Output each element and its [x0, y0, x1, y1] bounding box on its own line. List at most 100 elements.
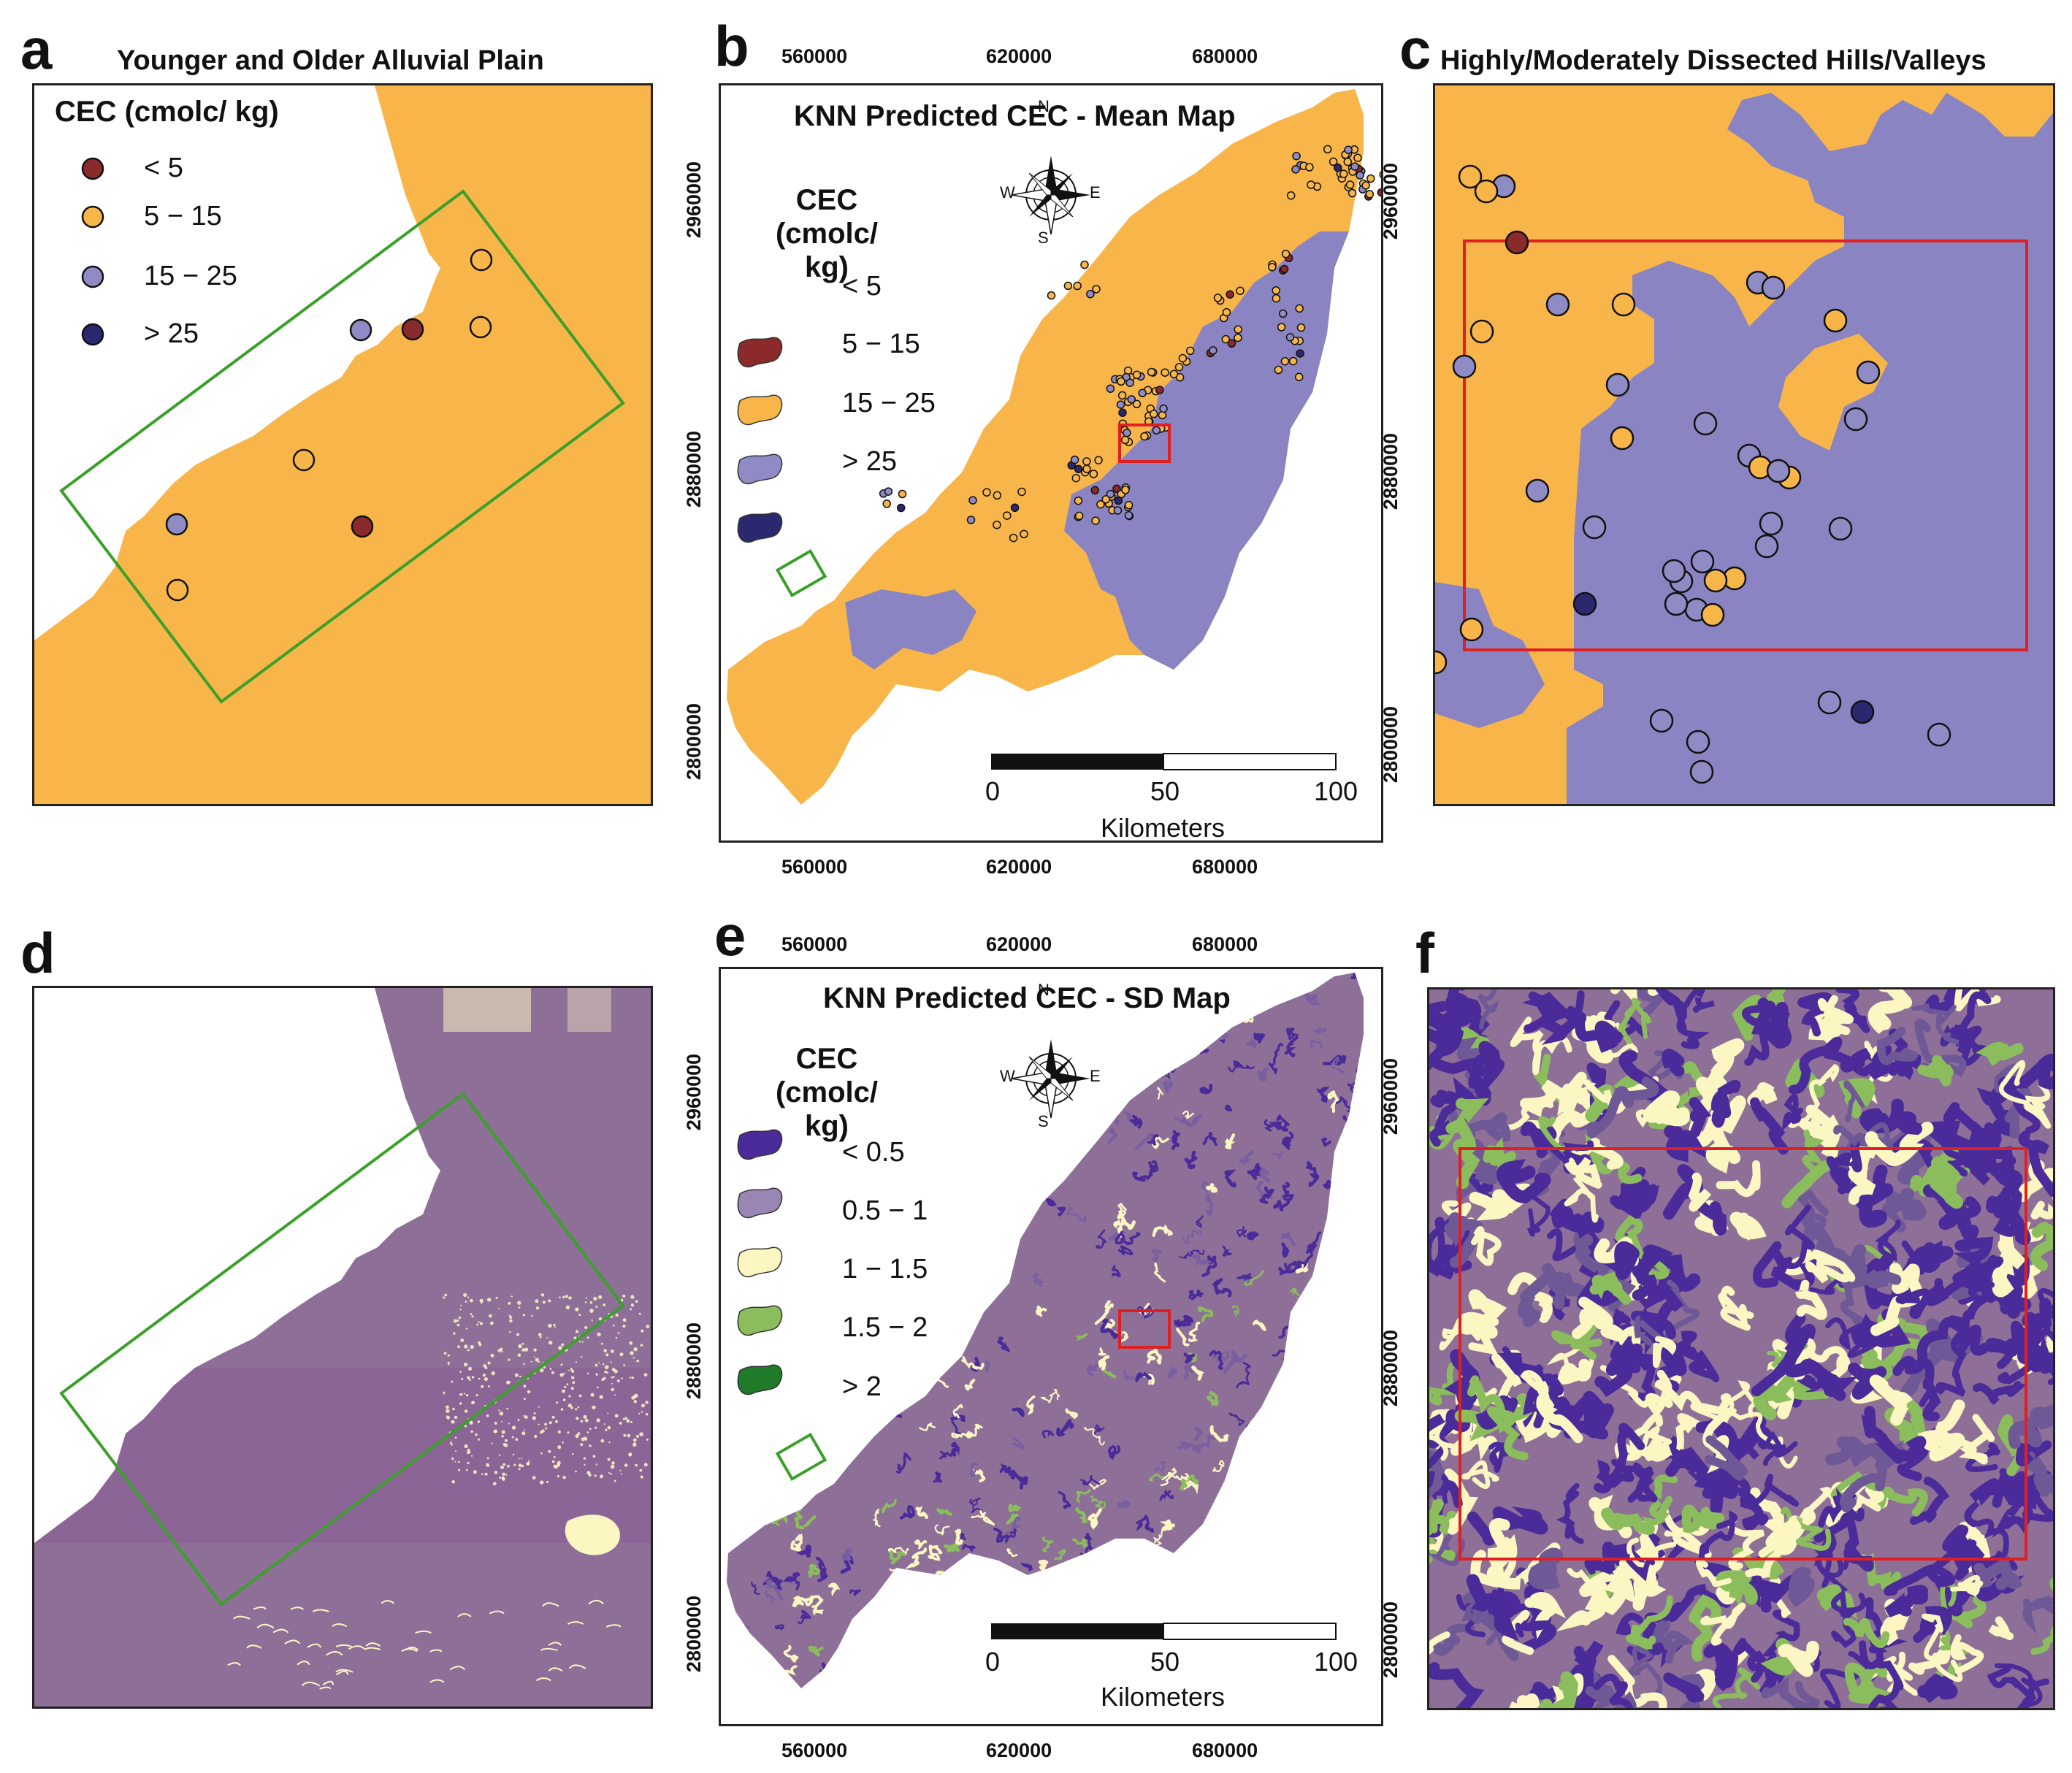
tile-edge-patch	[567, 988, 611, 1032]
sample-point	[1817, 690, 1842, 715]
sample-point	[1020, 529, 1028, 539]
y-tick-left: 2880000	[683, 430, 706, 508]
sd-texture	[1830, 1590, 1867, 1648]
speckle	[638, 1312, 641, 1315]
speckle	[548, 1323, 552, 1328]
sd-texture	[1010, 1186, 1020, 1198]
sample-point	[1339, 169, 1348, 178]
speckle	[553, 1324, 556, 1327]
sd-texture	[979, 1677, 987, 1688]
speckle	[444, 1293, 448, 1297]
sd-texture	[731, 1466, 740, 1484]
sd-texture	[2017, 1330, 2053, 1377]
sd-texture	[1973, 1381, 2029, 1406]
x-tick-top: 680000	[1192, 45, 1258, 67]
speckle	[491, 1442, 494, 1444]
sd-texture	[1331, 1210, 1343, 1222]
sd-texture	[1072, 1538, 1088, 1548]
speckle	[478, 1377, 481, 1380]
sample-point	[1155, 386, 1164, 394]
sd-texture	[1564, 1157, 1599, 1223]
sample-point	[1294, 372, 1304, 382]
sd-texture	[1683, 989, 1715, 1013]
legend-blob-1.5-2	[737, 1305, 783, 1336]
y-tick-left: 2880000	[1380, 432, 1402, 510]
sd-texture	[936, 1569, 948, 1593]
speckle	[489, 1610, 505, 1615]
sample-point	[966, 516, 976, 524]
sd-texture	[749, 1449, 760, 1460]
sd-texture	[1795, 1279, 1827, 1320]
scalebar-tick-100: 100	[1314, 776, 1358, 806]
sd-texture	[874, 1634, 885, 1650]
sd-texture	[941, 1235, 957, 1255]
speckle	[603, 1423, 605, 1425]
sd-texture	[955, 969, 978, 970]
sd-texture	[1875, 1219, 1901, 1262]
speckle	[605, 1365, 609, 1370]
speckle	[607, 1425, 611, 1430]
speckle	[508, 1358, 511, 1361]
sd-texture	[1859, 1349, 1893, 1382]
speckle	[322, 1680, 334, 1686]
sample-point	[896, 503, 906, 513]
speckle	[605, 1353, 609, 1357]
compass-w: W	[1000, 183, 1015, 202]
speckle	[505, 1474, 508, 1476]
sd-texture	[1592, 1563, 1655, 1615]
sd-texture	[1090, 1495, 1106, 1509]
sd-texture	[1103, 1367, 1117, 1379]
sd-texture	[1116, 1062, 1128, 1074]
sd-texture	[1445, 1098, 1489, 1190]
speckle	[586, 1336, 589, 1339]
speckle	[478, 1321, 480, 1323]
sample-point	[1278, 309, 1288, 318]
sd-texture	[1073, 1098, 1090, 1116]
speckle	[562, 1398, 566, 1401]
sd-texture	[1193, 1427, 1204, 1441]
sd-texture	[727, 1154, 741, 1163]
speckle	[589, 1444, 592, 1447]
speckle	[581, 1437, 585, 1441]
sample-point	[1435, 650, 1448, 675]
sd-texture	[1055, 1653, 1066, 1667]
sd-texture	[953, 1271, 970, 1286]
speckle	[471, 1401, 475, 1404]
sd-texture	[1429, 1623, 1475, 1656]
sd-texture	[952, 1404, 963, 1419]
sd-texture	[1199, 1084, 1213, 1095]
sd-texture	[768, 1503, 792, 1514]
speckle	[284, 1639, 301, 1644]
sd-texture	[1184, 1150, 1198, 1170]
sd-texture	[727, 1652, 741, 1669]
sd-texture	[1352, 1628, 1364, 1639]
sd-texture	[1135, 1371, 1152, 1382]
sd-texture	[1092, 1642, 1106, 1653]
sd-texture	[797, 1337, 807, 1347]
compass-s: S	[1038, 1112, 1049, 1130]
sd-texture	[1197, 1306, 1214, 1322]
sd-texture	[1358, 1286, 1364, 1301]
speckle	[643, 1373, 648, 1377]
sd-texture	[1136, 1305, 1154, 1319]
sd-texture	[1305, 1161, 1320, 1187]
sd-texture	[997, 1336, 1010, 1352]
sd-texture	[1587, 1076, 1659, 1138]
speckle	[468, 1366, 473, 1371]
sd-texture	[946, 1317, 955, 1327]
speckle	[475, 1394, 478, 1397]
sample-point	[1307, 180, 1315, 189]
sd-texture	[1556, 1482, 1584, 1544]
sample-point	[1690, 549, 1715, 574]
sd-texture	[1022, 1601, 1039, 1612]
speckle	[645, 1412, 649, 1416]
speckle	[557, 1460, 561, 1465]
sd-texture	[1998, 1327, 2043, 1385]
speckle	[527, 1390, 531, 1394]
sd-texture	[824, 1258, 838, 1274]
panel-b-legend-title: CEC (cmolc/ kg)	[750, 183, 903, 284]
speckle	[490, 1321, 494, 1325]
sd-texture	[984, 1360, 990, 1373]
legend-blob-15-25	[737, 453, 783, 485]
sd-texture	[1195, 1215, 1204, 1228]
